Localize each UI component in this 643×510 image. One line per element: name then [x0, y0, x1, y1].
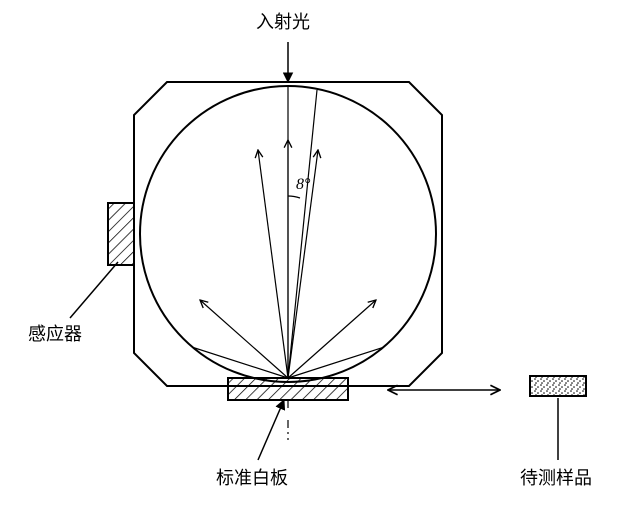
label-incident-light: 入射光 [256, 8, 310, 34]
label-angle: 8° [296, 176, 310, 194]
sensor-block [108, 203, 134, 265]
diagram-container: 入射光 感应器 标准白板 待测样品 8° [0, 0, 643, 510]
reference-white-leader [258, 400, 284, 460]
label-sample: 待测样品 [520, 464, 592, 490]
label-reference-white: 标准白板 [216, 464, 288, 490]
diagram-svg [0, 0, 643, 510]
label-sensor: 感应器 [28, 320, 82, 346]
sensor-leader [70, 262, 118, 318]
reference-white-plate [228, 378, 348, 400]
sample-block [530, 376, 586, 396]
rays-group [170, 86, 406, 378]
